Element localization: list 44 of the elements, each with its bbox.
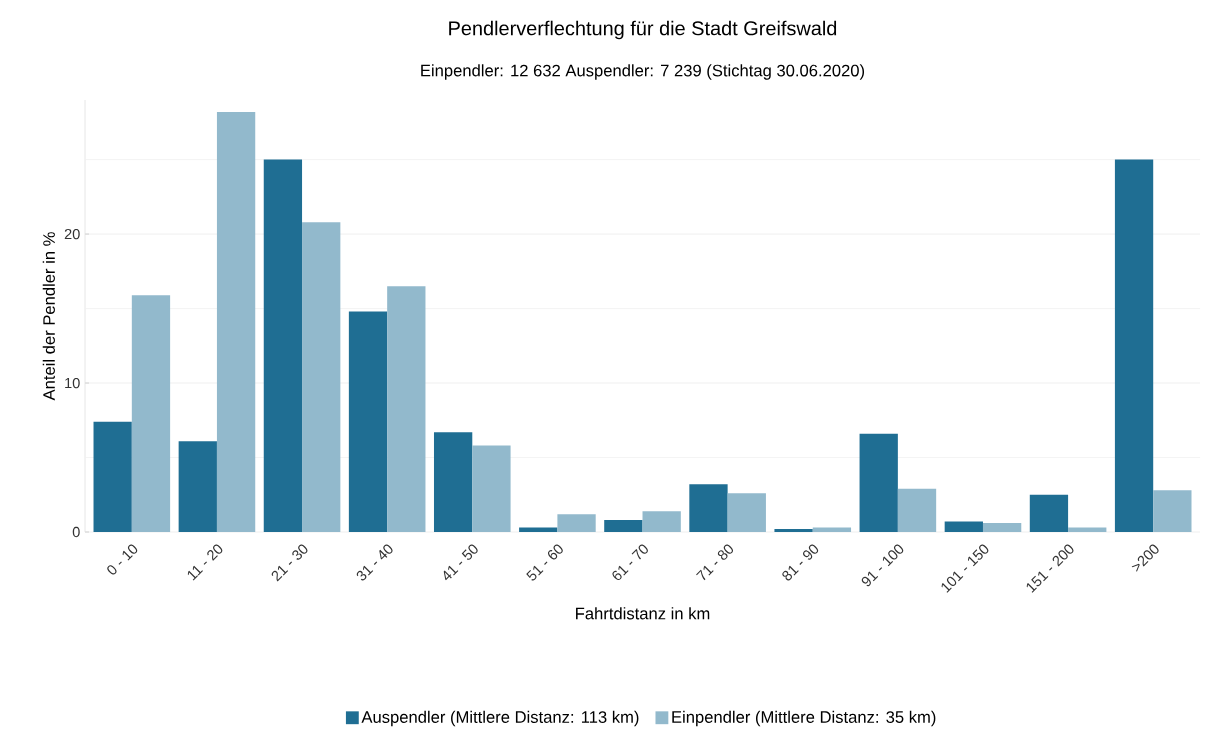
- bar: [302, 222, 341, 532]
- x-tick-label: 151 - 200: [1026, 544, 1074, 593]
- bar: [689, 484, 728, 532]
- bar: [1153, 490, 1192, 532]
- bar: [1114, 159, 1154, 532]
- chart-title: Pendlerverflechtung für die Stadt Greifswald: [449, 20, 837, 40]
- y-tick-label: 10: [65, 377, 80, 389]
- x-axis-title: Fahrtdistanz in km: [576, 607, 710, 620]
- bar: [604, 520, 643, 532]
- y-tick-label: 20: [64, 228, 80, 240]
- x-tick-label: 31 - 40: [356, 544, 393, 581]
- bar: [348, 311, 388, 532]
- y-tick-label: 0: [72, 526, 80, 538]
- x-tick-label: 101 - 150: [941, 544, 989, 593]
- legend-label: Einpendler (Mittlere Distanz: 35 km): [672, 710, 936, 727]
- legend-label: Auspendler (Mittlere Distanz: 113 km): [361, 710, 639, 727]
- bar: [557, 514, 596, 532]
- chart-subtitle: Einpendler: 12 632 Auspendler: 7 239 (Stichtag 30.06.2020): [421, 64, 865, 80]
- bar: [897, 488, 937, 532]
- bar: [472, 445, 511, 532]
- bar: [93, 421, 132, 532]
- bar: [131, 295, 171, 532]
- y-axis-title: Anteil der Pendler in %: [42, 232, 55, 401]
- bar: [433, 432, 473, 532]
- x-tick-label: 51 - 60: [526, 544, 563, 581]
- x-tick-label: 11 - 20: [187, 544, 223, 581]
- bar: [1029, 494, 1069, 532]
- x-tick-label: 91 - 100: [861, 544, 904, 587]
- x-tick-label: 41 - 50: [443, 544, 478, 581]
- x-tick-label: 21 - 30: [271, 544, 308, 582]
- x-tick-label: 71 - 80: [696, 544, 734, 581]
- x-tick-label: 61 - 70: [612, 544, 648, 581]
- bar: [859, 433, 898, 532]
- bar: [387, 286, 426, 532]
- bar: [982, 523, 1022, 532]
- bar: [774, 529, 813, 532]
- bar: [642, 511, 681, 532]
- bar: [727, 493, 766, 532]
- x-tick-label: 81 - 90: [782, 544, 819, 581]
- bar: [944, 521, 983, 532]
- x-tick-label: 0 - 10: [107, 544, 138, 575]
- bar: [216, 111, 256, 532]
- bar: [263, 159, 303, 532]
- bar: [178, 441, 217, 532]
